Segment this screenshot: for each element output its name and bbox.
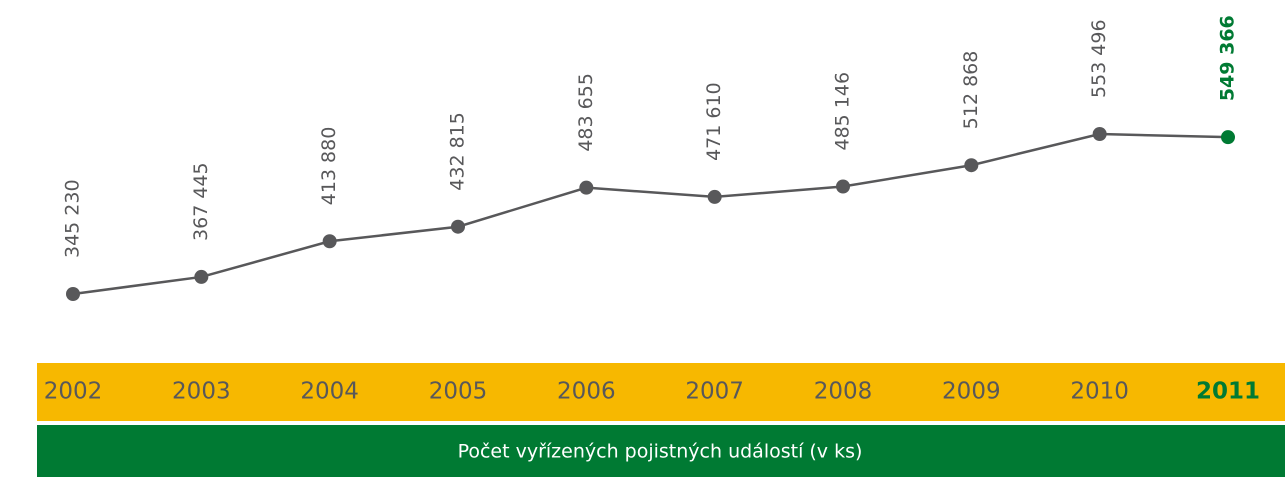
value-label: 432 815 [447,112,469,191]
x-tick-label: 2010 [1070,379,1129,405]
value-label: 413 880 [318,127,340,206]
point [322,234,337,249]
value-label: 483 655 [575,73,597,152]
point [1092,127,1107,141]
x-tick-label: 2002 [44,379,103,405]
x-tick-label: 2011 [1196,379,1260,405]
x-tick-label: 2004 [300,379,359,405]
x-tick-label: 2007 [685,379,744,405]
line [72,132,1229,296]
point [451,219,465,234]
x-tick-label: 2008 [814,379,873,405]
x-tick-label: 2006 [557,379,616,405]
value-label: 485 146 [832,72,854,151]
point [194,269,209,284]
chart-title: Počet vyřízených pojistných událostí (v … [458,441,863,463]
x-tick-label: 2009 [942,379,1001,405]
year-band [37,363,1285,421]
title-band [37,425,1285,477]
value-label: 553 496 [1088,19,1110,98]
point [836,179,850,194]
point [1221,130,1235,145]
value-label: 512 868 [960,51,982,130]
value-label: 549 366 [1217,15,1239,101]
value-label: 367 445 [190,162,212,241]
point [964,158,979,173]
point [66,287,80,301]
point [579,180,594,195]
x-tick-label: 2003 [172,379,231,405]
x-tick-label: 2005 [429,379,488,405]
value-label: 471 610 [703,82,725,161]
point [707,189,722,204]
value-label: 345 230 [62,179,84,258]
